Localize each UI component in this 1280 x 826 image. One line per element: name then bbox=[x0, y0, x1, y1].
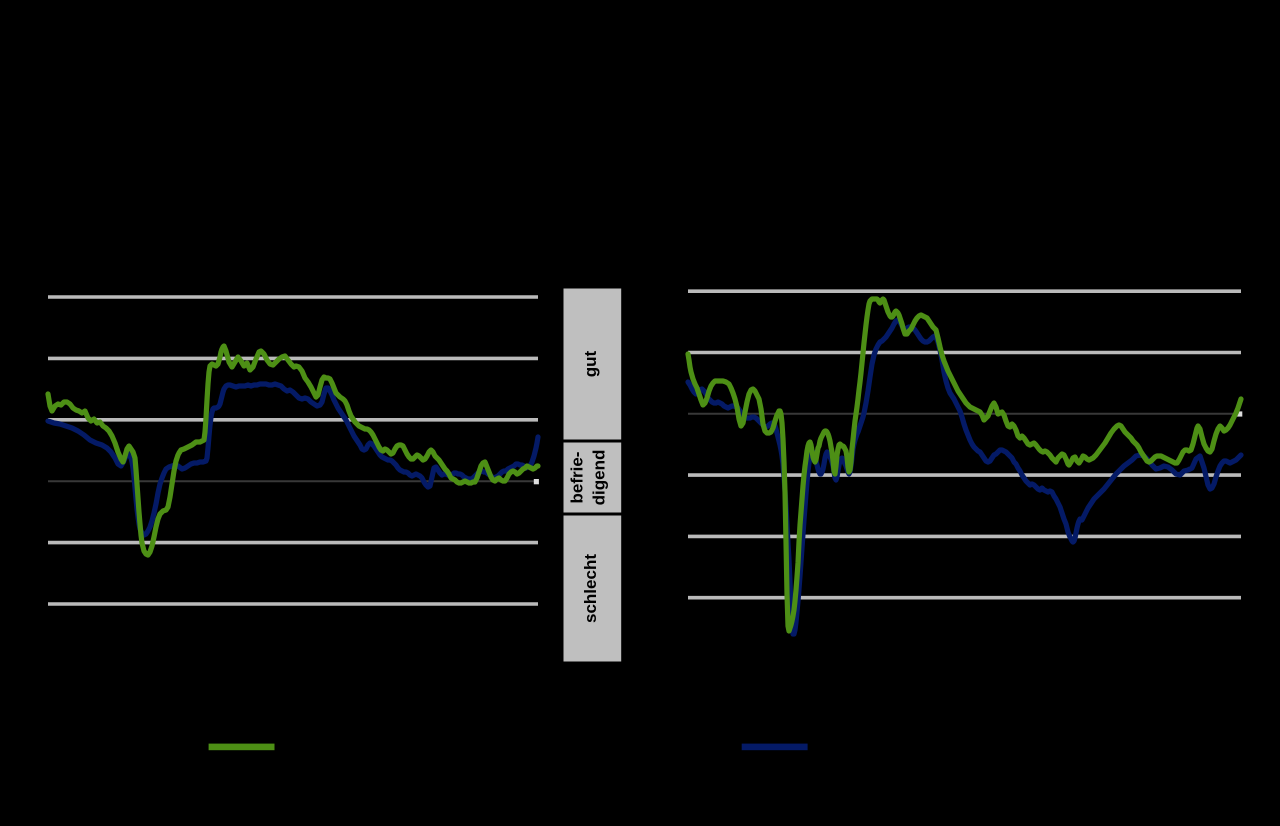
svg-text:befrie-: befrie- bbox=[568, 452, 587, 504]
svg-text:gut: gut bbox=[581, 350, 600, 377]
svg-text:schlecht: schlecht bbox=[581, 554, 600, 623]
svg-text:digend: digend bbox=[590, 450, 609, 506]
